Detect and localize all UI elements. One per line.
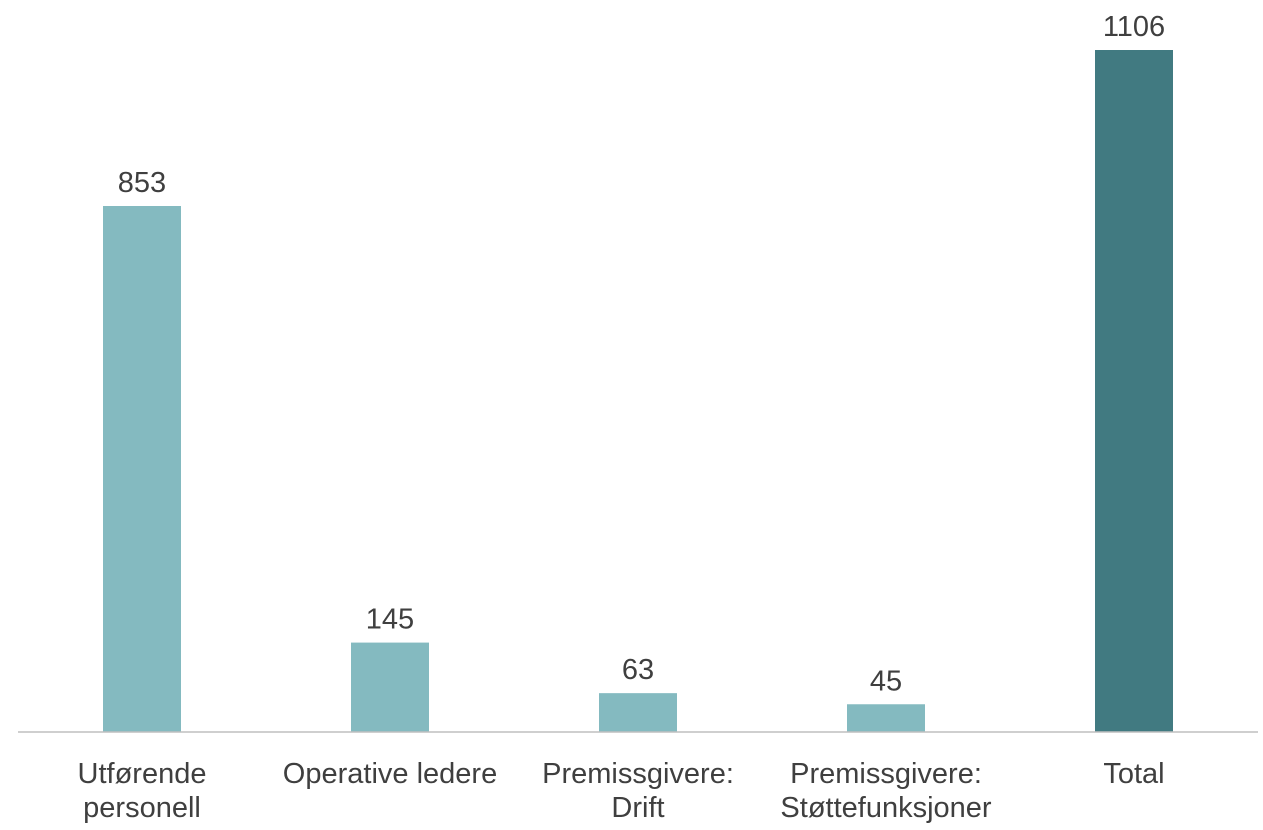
category-label-line: Total [1103,758,1164,790]
category-label-line: personell [83,792,201,824]
bar-0 [103,206,181,733]
category-label-line: Utførende [78,758,207,790]
category-label-line: Premissgivere: [542,758,734,790]
category-label-line: Premissgivere: [790,758,982,790]
value-label-2: 63 [622,654,654,686]
bars-layer [103,50,1173,733]
category-label-2: Premissgivere: Drift [542,758,734,824]
category-label-line: Drift [611,792,664,824]
category-labels-layer: Utførende personell Operative ledere Premis… [78,758,1165,824]
value-label-3: 45 [870,665,902,697]
value-labels-layer: 853 145 63 45 1106 [118,11,1165,697]
bar-4 [1095,50,1173,732]
category-label-line: Operative ledere [283,758,497,790]
value-label-4: 1106 [1103,11,1165,43]
category-label-0: Utførende personell [78,758,207,824]
bar-2 [599,693,677,732]
value-label-1: 145 [366,604,414,636]
category-label-3: Premissgivere: Støttefunksjoner [780,758,991,824]
category-label-line: Støttefunksjoner [780,792,991,824]
category-label-1: Operative ledere [283,758,497,790]
bar-3 [847,704,925,732]
category-label-4: Total [1103,758,1164,790]
value-label-0: 853 [118,167,166,199]
bar-1 [351,642,429,732]
